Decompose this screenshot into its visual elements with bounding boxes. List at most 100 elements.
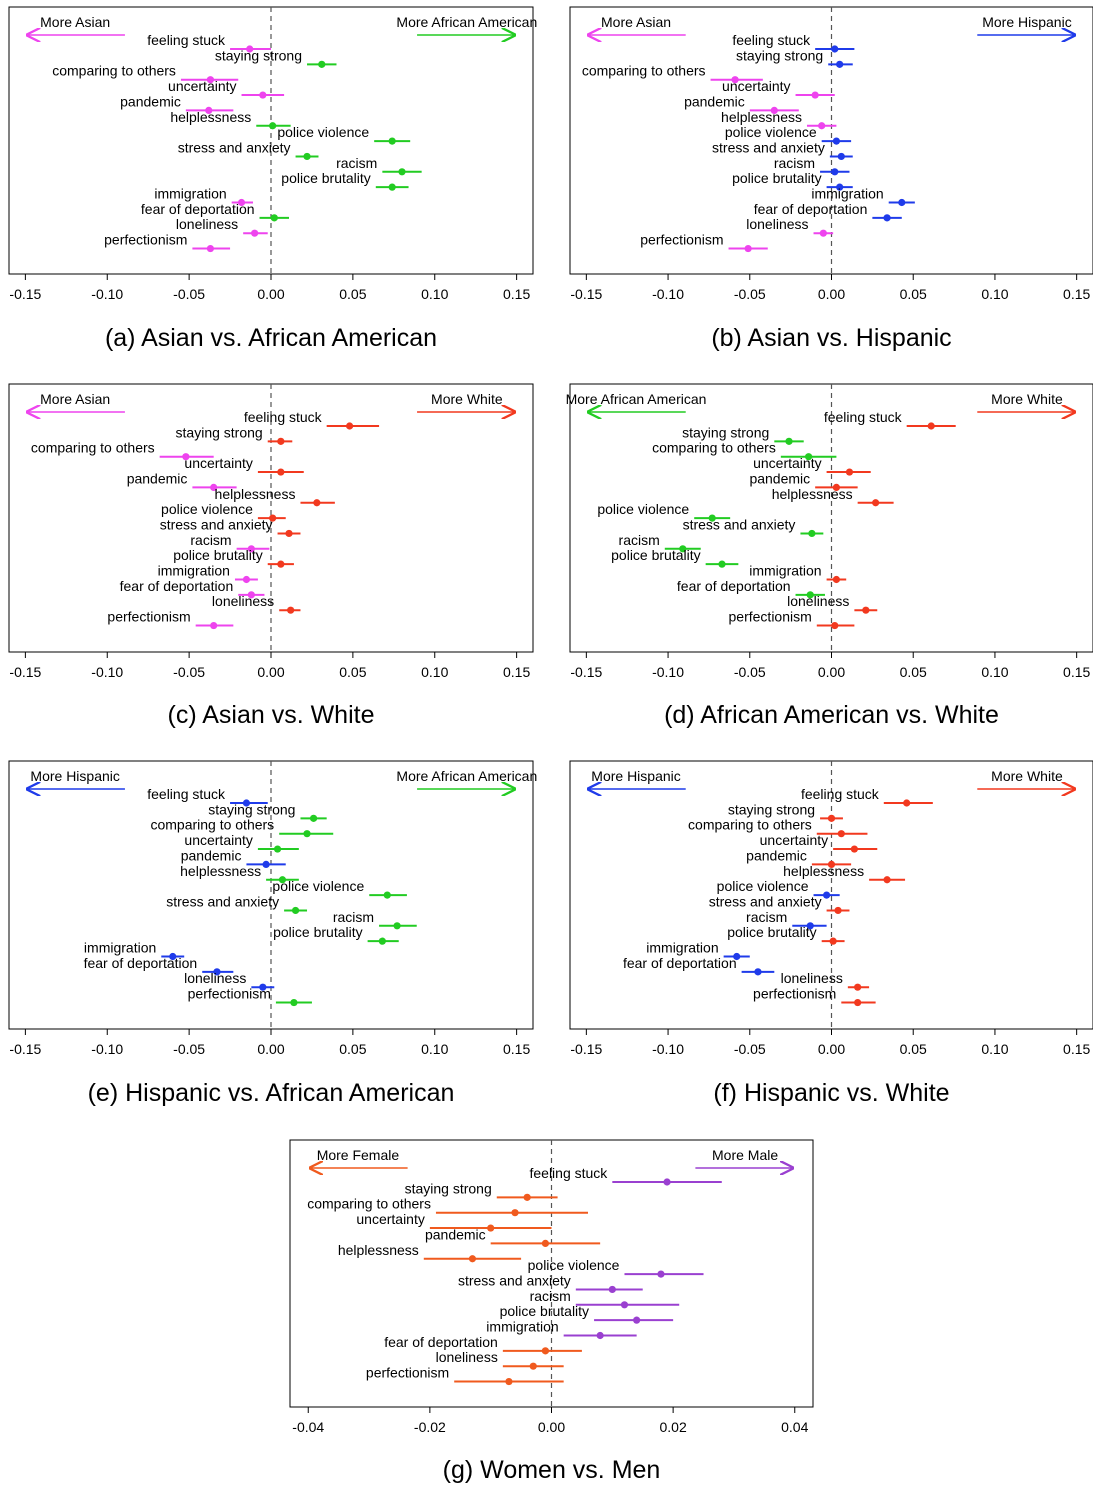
term-label: helplessness [338,1242,419,1258]
term-label: police violence [597,501,689,517]
term-label: stress and anxiety [712,139,825,155]
x-tick-label: 0.05 [900,286,927,302]
estimate-point [827,814,836,822]
estimate-point [273,845,282,853]
term-label: uncertainty [760,832,828,848]
estimate-point [808,529,816,538]
panel-caption: (g) Women vs. Men [443,1456,661,1484]
term-label: police violence [272,878,364,894]
panel-caption: (c) Asian vs. White [168,701,375,729]
estimate-point [708,514,716,522]
term-label: loneliness [184,970,246,986]
estimate-point [242,799,251,807]
term-label: immigration [646,940,718,956]
term-label: uncertainty [753,455,821,471]
term-label: helplessness [783,863,864,879]
term-label: racism [619,532,660,548]
estimate-point [898,198,906,207]
estimate-point [806,922,814,930]
term-label: uncertainty [168,78,236,94]
estimate-point [837,152,845,161]
estimate-point [827,860,836,869]
term-label: police violence [161,501,253,517]
estimate-point [287,606,295,614]
term-label: racism [336,155,377,171]
x-tick-label: 0.05 [900,1041,927,1057]
x-tick-label: 0.02 [660,1419,687,1435]
panel-caption: (d) African American vs. White [664,701,999,729]
panel-d: More African American More White feeling s… [566,383,1093,729]
estimate-point [468,1255,477,1263]
term-label: pandemic [127,470,188,486]
estimate-point [831,621,839,630]
x-tick-label: -0.10 [91,286,123,302]
estimate-point [818,122,826,130]
term-label: helplessness [215,486,296,502]
term-label: fear of deportation [677,578,791,594]
estimate-point [278,876,287,884]
estimate-point [620,1301,629,1309]
estimate-point [805,453,813,461]
term-label: pandemic [120,93,181,109]
x-tick-label: -0.15 [570,286,602,302]
term-label: stress and anxiety [166,893,279,909]
x-tick-label: 0.00 [257,1041,284,1057]
term-label: fear of deportation [141,201,255,217]
term-label: racism [530,1288,571,1304]
estimate-point [303,152,311,161]
right-direction-label: More White [431,391,503,407]
term-label: loneliness [746,216,808,232]
x-tick-label: 0.10 [981,1041,1008,1057]
term-label: pandemic [684,93,745,109]
estimate-point [378,937,386,945]
estimate-point [210,483,218,491]
term-label: stress and anxiety [178,139,291,155]
term-label: racism [333,909,374,925]
term-label: racism [746,909,787,925]
x-tick-label: -0.10 [652,1041,684,1057]
panel-e: More Hispanic More African American feelin… [8,760,537,1107]
x-tick-label: 0.00 [818,664,845,680]
estimate-point [251,229,259,237]
x-tick-label: 0.05 [339,1041,366,1057]
term-label: police brutality [281,170,371,186]
estimate-point [541,1347,550,1355]
estimate-point [259,983,267,991]
term-label: uncertainty [184,832,252,848]
estimate-point [290,998,298,1007]
term-label: feeling stuck [732,32,811,48]
estimate-point [872,499,880,507]
estimate-point [206,76,215,84]
x-tick-label: -0.02 [414,1419,446,1435]
estimate-point [246,45,254,53]
estimate-point [832,575,841,584]
panel-caption: (b) Asian vs. Hispanic [711,324,951,352]
estimate-point [831,168,839,176]
panel-f: More Hispanic More White feeling stuckstay… [569,760,1093,1107]
term-label: comparing to others [307,1196,431,1212]
estimate-point [309,814,318,822]
estimate-point [398,168,406,176]
term-label: fear of deportation [84,955,198,971]
estimate-point [291,906,300,915]
x-tick-label: 0.05 [339,664,366,680]
estimate-point [733,952,741,961]
estimate-point [836,60,844,68]
term-label: fear of deportation [623,955,737,971]
estimate-point [388,137,396,145]
term-label: feeling stuck [147,32,226,48]
term-label: loneliness [176,216,238,232]
x-tick-label: 0.10 [981,286,1008,302]
term-label: stress and anxiety [458,1272,571,1288]
estimate-point [927,422,935,430]
estimate-point [754,968,762,976]
term-label: staying strong [176,424,263,440]
term-label: police brutality [273,924,363,940]
estimate-point [205,106,213,114]
estimate-point [811,91,819,99]
estimate-point [505,1377,513,1386]
estimate-point [657,1270,665,1278]
term-label: immigration [154,186,226,202]
estimate-point [237,198,246,207]
